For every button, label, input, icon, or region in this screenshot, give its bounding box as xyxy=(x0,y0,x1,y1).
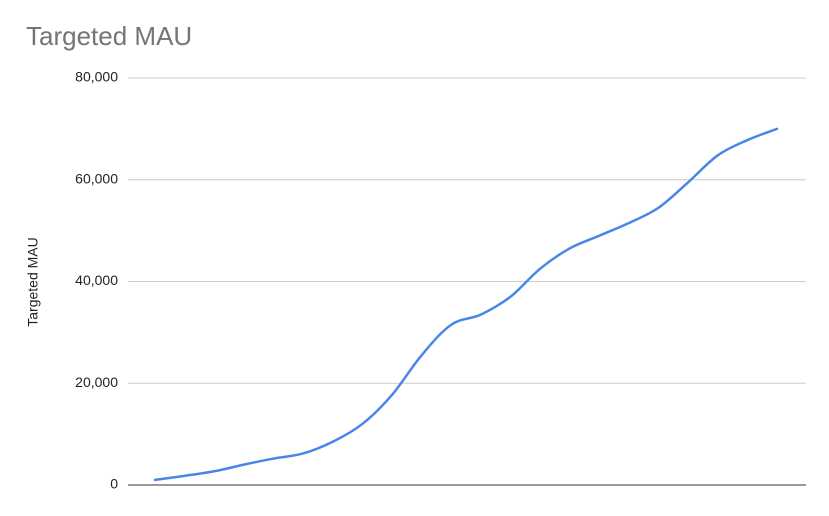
y-tick-label: 80,000 xyxy=(75,69,118,85)
y-axis-title: Targeted MAU xyxy=(25,237,41,326)
y-tick-label: 0 xyxy=(110,476,118,492)
y-tick-label: 60,000 xyxy=(75,170,118,186)
line xyxy=(153,127,779,482)
chart-title: Targeted MAU xyxy=(26,21,192,51)
y-tick-label: 40,000 xyxy=(75,272,118,288)
y-tick-label: 20,000 xyxy=(75,374,118,390)
